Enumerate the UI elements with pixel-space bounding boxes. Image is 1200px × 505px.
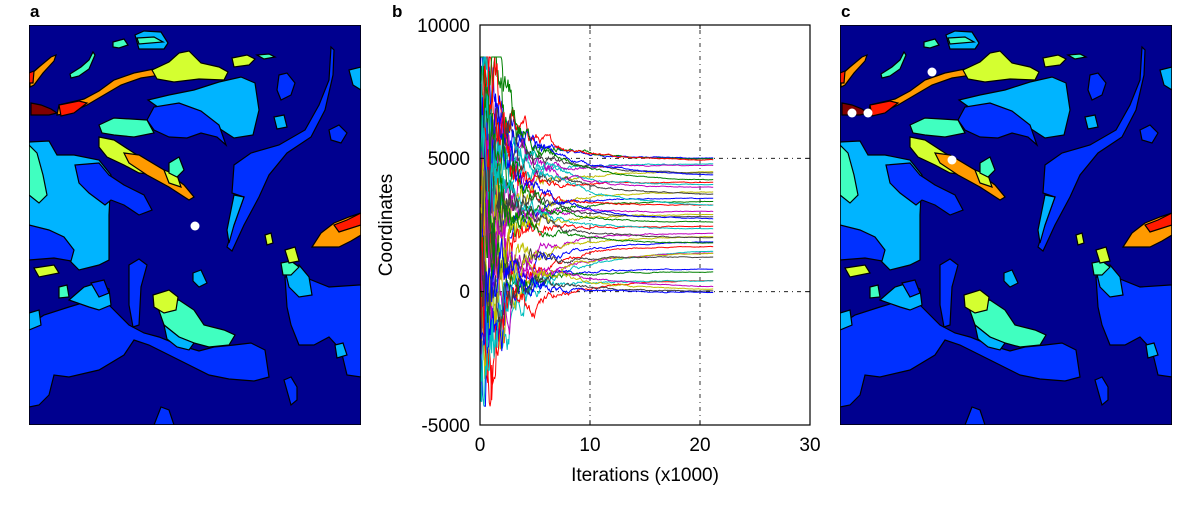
y-axis-label: Coordinates — [376, 174, 397, 276]
series-line — [479, 236, 714, 401]
series-line — [479, 250, 714, 403]
plot-frame — [479, 24, 811, 426]
panel-label-c: c — [841, 2, 850, 21]
marker-dot — [190, 221, 200, 231]
map-panel-c — [840, 25, 1172, 425]
series-line — [479, 107, 714, 188]
panel-label-b: b — [392, 2, 402, 21]
series-line — [479, 127, 714, 281]
y-tick-label: 0 — [459, 282, 470, 303]
marker-dot — [927, 67, 937, 77]
y-tick-label: -5000 — [421, 416, 470, 437]
marker-dot — [863, 108, 873, 118]
x-tick-label: 0 — [475, 435, 486, 456]
series-line — [479, 56, 714, 161]
x-axis-label: Iterations (x1000) — [571, 465, 719, 486]
series-line — [479, 185, 714, 302]
series-line — [480, 56, 714, 181]
series-line — [479, 75, 714, 192]
chart-panel-b: 10000 5000 0 -5000 0 10 20 30 Iterations… — [376, 16, 821, 486]
series-line — [479, 162, 714, 259]
series-line — [479, 83, 714, 247]
series-line — [479, 115, 714, 230]
marker-dot — [947, 155, 957, 165]
series-line — [479, 218, 714, 318]
x-tick-label: 10 — [579, 435, 600, 456]
axis-ticks — [479, 24, 811, 426]
series-line — [479, 56, 714, 206]
series-line — [479, 86, 714, 223]
series-line — [479, 238, 714, 346]
series-line — [479, 225, 714, 358]
x-tick-label: 30 — [799, 435, 820, 456]
x-tick-label: 20 — [689, 435, 710, 456]
series-line — [479, 157, 714, 324]
series-line — [479, 236, 714, 332]
y-tick-label: 5000 — [428, 149, 470, 170]
series-line — [479, 237, 714, 323]
series-line — [479, 161, 714, 306]
series-group — [479, 56, 714, 407]
y-tick-label: 10000 — [417, 16, 470, 37]
map-panel-a — [29, 25, 361, 425]
panel-label-a: a — [30, 2, 40, 21]
series-line — [479, 268, 714, 407]
marker-dot — [847, 108, 857, 118]
